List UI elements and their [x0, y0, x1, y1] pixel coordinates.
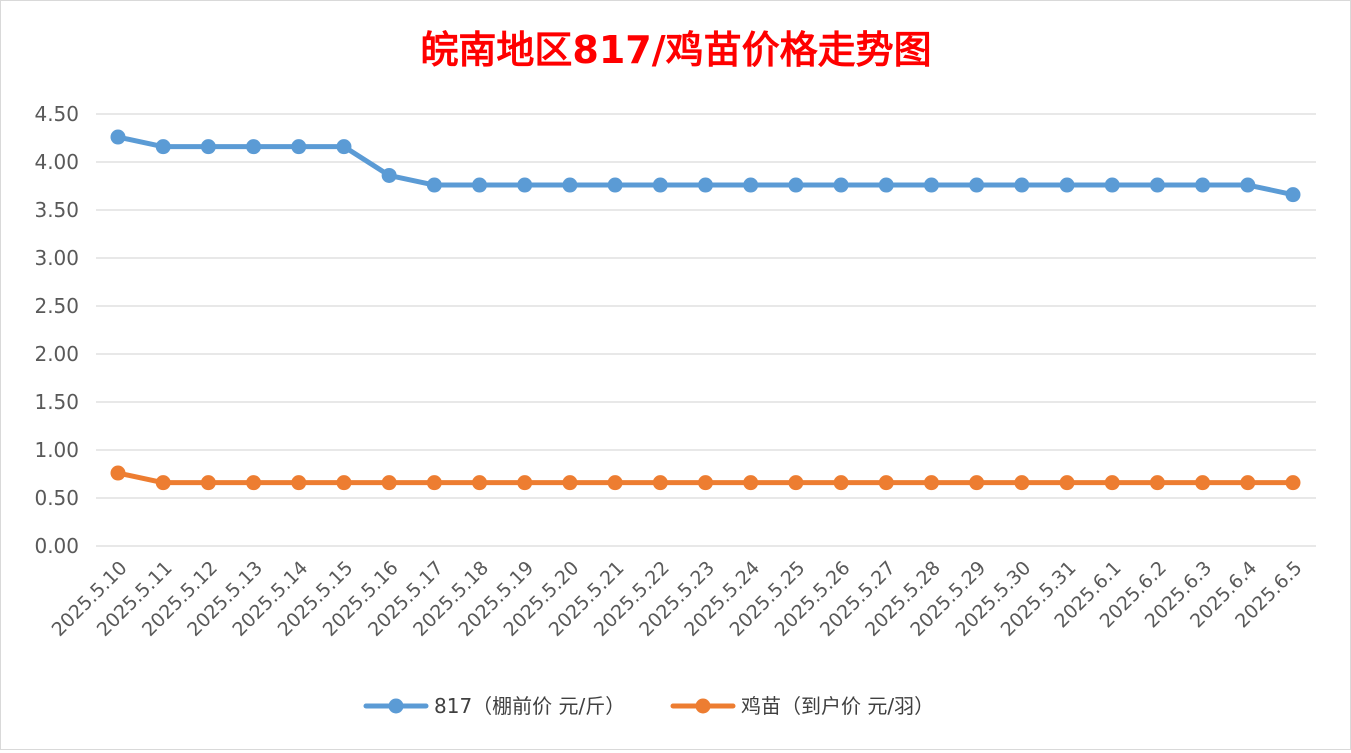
data-point [1059, 475, 1075, 491]
data-point [833, 177, 849, 193]
y-tick-label: 2.50 [34, 294, 79, 318]
legend-entry-chick: 鸡苗（到户价 元/羽） [670, 694, 934, 718]
y-tick-label: 1.00 [34, 438, 79, 462]
series-0 [110, 129, 1301, 203]
chart-title: 皖南地区817/鸡苗价格走势图 [420, 28, 931, 72]
data-point [1104, 475, 1120, 491]
x-axis-ticks: 2025.5.102025.5.112025.5.122025.5.132025… [48, 557, 1307, 641]
data-point [698, 475, 713, 491]
series-layer [110, 129, 1301, 491]
data-point [291, 475, 307, 491]
data-point [426, 475, 442, 491]
data-point [652, 177, 668, 193]
data-point [472, 475, 488, 491]
legend-entry-817: 817（棚前价 元/斤） [363, 694, 625, 718]
data-point [878, 475, 894, 491]
data-point [110, 129, 126, 145]
y-tick-label: 0.50 [34, 486, 79, 510]
data-point [1149, 475, 1165, 491]
y-tick-label: 1.50 [34, 390, 79, 414]
data-point [336, 475, 352, 491]
data-point [200, 475, 216, 491]
data-point [336, 139, 352, 155]
data-point [788, 475, 804, 491]
gridlines [96, 113, 1316, 547]
data-point [923, 475, 939, 491]
data-point [607, 475, 623, 491]
data-point [1240, 177, 1256, 193]
data-point [743, 475, 759, 491]
y-tick-label: 4.50 [34, 102, 79, 126]
data-point [1014, 475, 1030, 491]
data-point [1285, 187, 1301, 203]
data-point [698, 177, 713, 193]
data-point [969, 475, 985, 491]
data-point [200, 139, 216, 155]
data-point [517, 475, 533, 491]
data-point [381, 475, 397, 491]
y-tick-label: 0.00 [34, 534, 79, 558]
data-point [1195, 177, 1211, 193]
data-point [381, 167, 397, 183]
data-point [1104, 177, 1120, 193]
data-point [1285, 475, 1301, 491]
data-point [969, 177, 985, 193]
data-point [155, 475, 171, 491]
y-tick-label: 4.00 [34, 150, 79, 174]
y-tick-label: 3.50 [34, 198, 79, 222]
data-point [743, 177, 759, 193]
data-point [923, 177, 939, 193]
data-point [833, 475, 849, 491]
legend-marker-817 [388, 698, 404, 714]
data-point [291, 139, 307, 155]
legend-label-817: 817（棚前价 元/斤） [434, 694, 625, 718]
data-point [517, 177, 533, 193]
data-point [878, 177, 894, 193]
data-point [652, 475, 668, 491]
data-point [562, 177, 578, 193]
y-tick-label: 2.00 [34, 342, 79, 366]
data-point [426, 177, 442, 193]
data-point [246, 475, 262, 491]
data-point [1149, 177, 1165, 193]
data-point [246, 139, 262, 155]
legend: 817（棚前价 元/斤） 鸡苗（到户价 元/羽） [363, 694, 934, 718]
legend-label-chick: 鸡苗（到户价 元/羽） [741, 694, 934, 718]
data-point [110, 465, 126, 481]
series-1 [110, 465, 1301, 491]
y-axis-ticks: 0.00 0.50 1.00 1.50 2.00 2.50 3.00 3.50 4.00 4.50 [34, 102, 79, 558]
data-point [1195, 475, 1211, 491]
data-point [1014, 177, 1030, 193]
data-point [155, 139, 171, 155]
data-point [1059, 177, 1075, 193]
data-point [562, 475, 578, 491]
data-point [472, 177, 488, 193]
data-point [1240, 475, 1256, 491]
y-tick-label: 3.00 [34, 246, 79, 270]
legend-marker-chick [695, 698, 711, 714]
data-point [607, 177, 623, 193]
data-point [788, 177, 804, 193]
